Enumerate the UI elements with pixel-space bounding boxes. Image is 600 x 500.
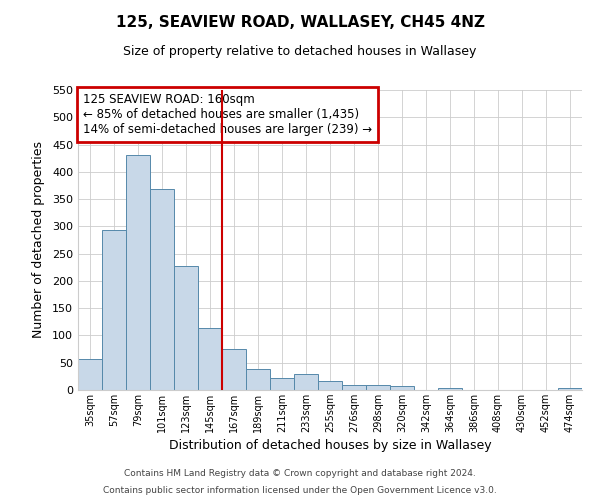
Bar xyxy=(174,266,198,390)
Bar xyxy=(150,190,174,390)
Bar xyxy=(78,359,102,390)
Bar xyxy=(342,384,366,390)
Text: Contains HM Land Registry data © Crown copyright and database right 2024.: Contains HM Land Registry data © Crown c… xyxy=(124,468,476,477)
Text: Contains public sector information licensed under the Open Government Licence v3: Contains public sector information licen… xyxy=(103,486,497,495)
X-axis label: Distribution of detached houses by size in Wallasey: Distribution of detached houses by size … xyxy=(169,439,491,452)
Bar xyxy=(438,388,462,390)
Bar xyxy=(246,370,270,390)
Y-axis label: Number of detached properties: Number of detached properties xyxy=(32,142,45,338)
Bar xyxy=(390,386,414,390)
Text: 125 SEAVIEW ROAD: 160sqm
← 85% of detached houses are smaller (1,435)
14% of sem: 125 SEAVIEW ROAD: 160sqm ← 85% of detach… xyxy=(83,93,372,136)
Bar xyxy=(102,230,126,390)
Bar xyxy=(126,156,150,390)
Text: 125, SEAVIEW ROAD, WALLASEY, CH45 4NZ: 125, SEAVIEW ROAD, WALLASEY, CH45 4NZ xyxy=(115,15,485,30)
Bar xyxy=(318,380,342,390)
Bar xyxy=(294,374,318,390)
Bar xyxy=(558,388,582,390)
Bar xyxy=(222,349,246,390)
Bar xyxy=(198,328,222,390)
Text: Size of property relative to detached houses in Wallasey: Size of property relative to detached ho… xyxy=(124,45,476,58)
Bar xyxy=(366,384,390,390)
Bar xyxy=(270,378,294,390)
